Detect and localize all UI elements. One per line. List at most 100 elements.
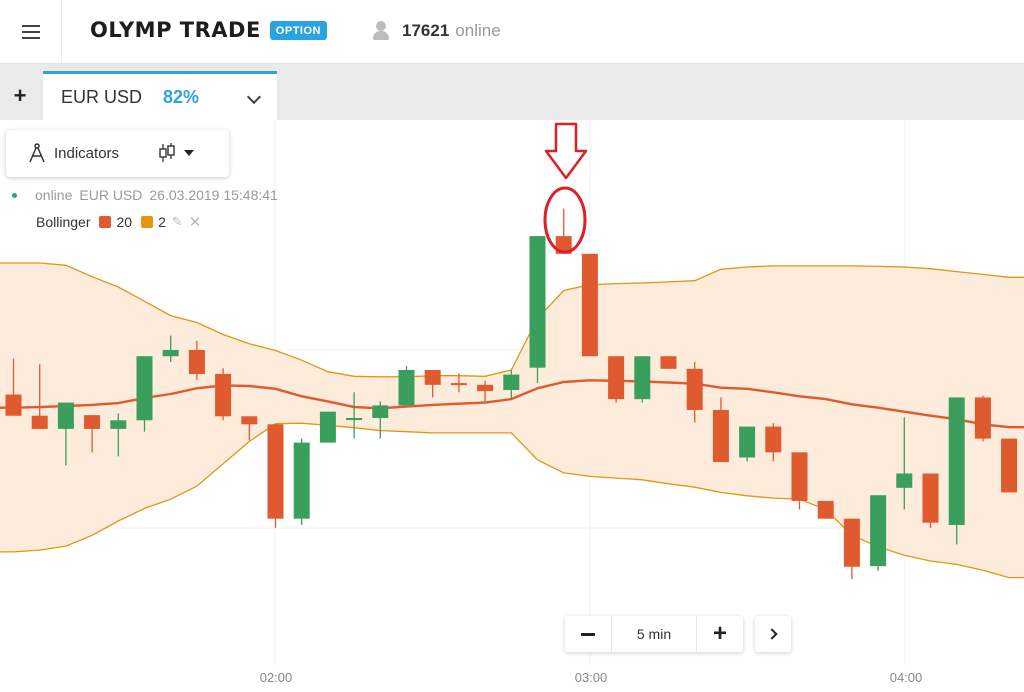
price-chart[interactable]: 02:00 03:00 04:00 xyxy=(0,120,1024,692)
add-tab-button[interactable]: + xyxy=(13,83,27,108)
logo[interactable]: OLYMP TRADE OPTION xyxy=(90,18,327,42)
candle xyxy=(31,364,48,429)
candle-body xyxy=(57,402,74,429)
candle-body xyxy=(739,426,756,458)
candle-body xyxy=(948,397,965,525)
candle xyxy=(293,438,310,525)
highlight-annotation xyxy=(543,122,588,254)
candle xyxy=(162,335,179,362)
scroll-right-button[interactable] xyxy=(755,616,791,652)
candle-body xyxy=(241,416,258,425)
online-counter: 17621 online xyxy=(372,21,501,41)
candle xyxy=(608,356,625,403)
candle-body xyxy=(293,442,310,519)
deviation-color-swatch xyxy=(141,216,154,228)
candle xyxy=(817,500,834,519)
close-icon[interactable]: ✕ xyxy=(188,214,202,231)
candle xyxy=(739,426,756,462)
candle xyxy=(136,356,153,432)
candle-body xyxy=(267,424,284,519)
candle-body xyxy=(896,473,913,488)
indicator-name: Bollinger xyxy=(36,214,91,230)
asset-tab-bar: + EUR USD 82% xyxy=(0,64,1024,120)
candle xyxy=(870,495,887,571)
candle xyxy=(319,411,336,443)
candle-body xyxy=(424,369,441,385)
candle xyxy=(974,395,991,442)
candle-body xyxy=(84,415,101,429)
plus-icon: + xyxy=(712,620,727,647)
bollinger-band-fill xyxy=(0,263,1024,578)
candle-body xyxy=(712,410,729,463)
candle-body xyxy=(398,369,415,406)
candle xyxy=(765,423,782,462)
candle xyxy=(1001,438,1018,493)
candle xyxy=(686,361,703,423)
chevron-right-icon xyxy=(765,628,778,640)
candle-body xyxy=(791,452,808,501)
x-tick-label: 02:00 xyxy=(260,670,293,685)
timeframe-label: 5 min xyxy=(611,616,697,652)
candle xyxy=(346,392,363,439)
highlight-circle-icon xyxy=(543,186,587,254)
chart-type-button[interactable] xyxy=(158,142,194,164)
candle-body xyxy=(450,383,467,386)
candle xyxy=(424,369,441,398)
compass-icon xyxy=(29,143,45,163)
candle xyxy=(712,397,729,463)
candle-body xyxy=(843,518,860,567)
candle-body xyxy=(870,495,887,567)
asset-name: EUR USD xyxy=(61,87,143,107)
logo-badge: OPTION xyxy=(269,20,327,40)
candle xyxy=(529,236,546,384)
candle xyxy=(110,413,127,457)
asset-tab[interactable]: EUR USD 82% xyxy=(43,71,277,120)
zoom-in-button[interactable]: + xyxy=(697,616,743,652)
pencil-icon[interactable]: ✎ xyxy=(171,214,183,229)
candle-body xyxy=(477,384,494,392)
indicators-button[interactable]: Indicators xyxy=(28,143,119,163)
period-color-swatch xyxy=(99,216,112,228)
indicator-deviation: 2 xyxy=(158,214,166,230)
candle xyxy=(634,356,651,403)
candle xyxy=(372,401,389,439)
x-tick-label: 03:00 xyxy=(575,670,608,685)
hamburger-menu-button[interactable] xyxy=(0,0,62,63)
candle-body xyxy=(503,374,520,390)
down-arrow-icon xyxy=(544,122,588,180)
online-status-dot-icon xyxy=(12,192,17,198)
candle xyxy=(84,415,101,453)
chevron-down-icon[interactable] xyxy=(246,89,262,105)
user-icon xyxy=(372,21,390,41)
info-status: online xyxy=(35,187,73,203)
candle-body xyxy=(136,356,153,421)
candle-body xyxy=(765,426,782,453)
chart-toolbar: Indicators xyxy=(6,130,229,177)
online-count: 17621 xyxy=(402,21,450,40)
indicator-period: 20 xyxy=(116,214,133,230)
candle-body xyxy=(346,418,363,421)
candle-body xyxy=(110,420,127,429)
candle xyxy=(241,416,258,441)
candle xyxy=(503,369,520,399)
online-label: online xyxy=(455,21,501,40)
candle-body xyxy=(162,349,179,357)
candle xyxy=(948,397,965,545)
zoom-out-button[interactable] xyxy=(565,616,611,652)
chart-info-line: online EUR USD 26.03.2019 15:48:41 xyxy=(12,187,278,203)
menu-bar-icon xyxy=(21,30,40,33)
candle xyxy=(922,473,939,528)
candlestick-icon xyxy=(159,143,175,162)
info-asset: EUR USD xyxy=(79,187,143,203)
x-tick-label: 04:00 xyxy=(890,670,923,685)
indicators-label: Indicators xyxy=(54,144,120,162)
candle-body xyxy=(608,356,625,400)
candle-body xyxy=(1001,438,1018,493)
candle xyxy=(477,380,494,403)
candle xyxy=(791,452,808,510)
candle xyxy=(57,402,74,466)
candle xyxy=(555,208,572,254)
candle xyxy=(5,358,22,416)
bollinger-middle-line xyxy=(0,379,1024,429)
candle-body xyxy=(660,356,677,369)
